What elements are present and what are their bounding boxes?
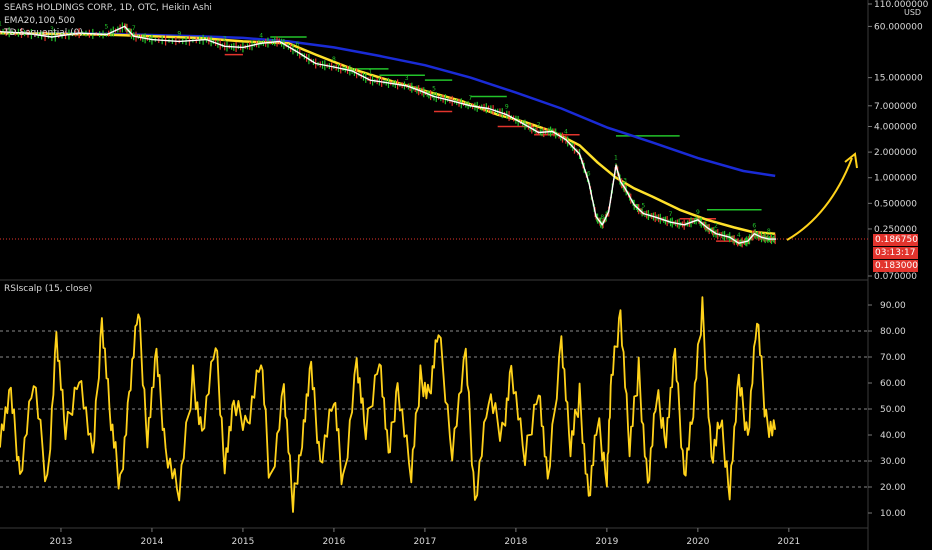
td-count-mark: 3 — [405, 75, 409, 82]
price-tick-label: 4.000000 — [874, 122, 917, 132]
td-count-mark: 8 — [332, 56, 336, 63]
price-tick-label: 1.000000 — [874, 174, 917, 184]
price-candles[interactable] — [0, 22, 777, 248]
last-price-tag: 0.186750 — [873, 234, 918, 246]
td-count-mark: 8 — [767, 228, 771, 235]
price-tick-label: 0.250000 — [874, 225, 917, 235]
time-tick-label: 2016 — [322, 537, 345, 547]
arrow-path — [786, 157, 853, 241]
td-count-mark: 2 — [223, 35, 227, 42]
ema-legend[interactable]: EMA20,100,500 — [4, 16, 76, 26]
td-count-mark: 1 — [368, 69, 372, 76]
price-unit-label: USD — [904, 8, 922, 17]
rsi-tick-label: 40.00 — [880, 431, 906, 441]
td-count-mark: 3 — [50, 26, 54, 33]
price-tick-label: 7.000000 — [874, 102, 917, 112]
td-count-mark: 9 — [505, 104, 509, 111]
price-tick-label: 110.000000 — [874, 0, 929, 10]
td-count-mark: 5 — [641, 202, 645, 209]
price-tick-label: 60.000000 — [874, 22, 923, 32]
rsi-line[interactable] — [0, 296, 777, 513]
rsi-axis-ticks: 90.00 80.00 70.00 60.00 50.00 40.00 30.00 20.00… — [868, 301, 906, 519]
td-count-mark: 2 — [714, 223, 718, 230]
td-count-mark: 3 — [623, 177, 627, 184]
td-count-mark: 4 — [737, 232, 741, 239]
time-tick-label: 2014 — [140, 537, 163, 547]
price-ema-short-line — [0, 25, 777, 244]
td-count-mark: 9 — [177, 30, 181, 37]
td-count-mark: 4 — [259, 32, 263, 39]
td-count-mark: 8 — [600, 214, 604, 221]
rsi-tick-label: 20.00 — [880, 483, 906, 493]
time-tick-label: 2018 — [504, 537, 527, 547]
time-tick-label: 2019 — [595, 537, 618, 547]
rsi-tick-label: 30.00 — [880, 457, 906, 467]
time-axis-ticks: 2013 2014 2015 2016 2017 2018 2019 2020 2021 — [50, 528, 800, 547]
rsi-legend[interactable]: RSIscalp (15, close) — [4, 284, 93, 294]
time-tick-label: 2015 — [231, 537, 254, 547]
price-tick-label: 0.070000 — [874, 272, 917, 282]
time-tick-label: 2020 — [686, 537, 709, 547]
td-count-mark: 6 — [752, 223, 756, 230]
rsi-tick-label: 10.00 — [880, 509, 906, 519]
rsi-tick-label: 90.00 — [880, 301, 906, 311]
td-count-mark: 9 — [696, 209, 700, 216]
price-tick-label: 0.500000 — [874, 199, 917, 209]
rsi-tick-label: 80.00 — [880, 327, 906, 337]
time-tick-label: 2021 — [777, 537, 800, 547]
td-count-mark: 7 — [669, 211, 673, 218]
td-count-mark: 7 — [468, 95, 472, 102]
price-axis-ticks: 110.000000 60.000000 15.000000 7.000000 4.00… — [868, 0, 929, 282]
ema-line-long — [0, 31, 776, 178]
rsi-tick-label: 50.00 — [880, 405, 906, 415]
td-count-mark: 1 — [0, 21, 2, 28]
td-count-mark: 1 — [614, 154, 618, 161]
td-count-mark: 6 — [587, 171, 591, 178]
rsi-series-line — [0, 296, 777, 513]
td-count-mark: 4 — [564, 129, 568, 136]
price-tick-label: 2.000000 — [874, 148, 917, 158]
arrow-head — [844, 152, 858, 169]
low-price-tag: 0.183000 — [873, 260, 918, 272]
td-sequential-marks: 1 3 5 7 9 2 4 6 8 1 3 5 7 9 2 4 6 8 1 3 5 7 9 2 4 6 8 — [0, 21, 771, 240]
time-tick-label: 2017 — [413, 537, 436, 547]
rsi-tick-label: 60.00 — [880, 379, 906, 389]
td-count-mark: 6 — [296, 41, 300, 48]
countdown-tag: 03:13:17 — [873, 247, 918, 259]
td-count-mark: 5 — [432, 86, 436, 93]
td-legend[interactable]: TD Sequential (0) — [4, 28, 83, 38]
chart-title: SEARS HOLDINGS CORP., 1D, OTC, Heikin As… — [4, 3, 212, 13]
td-count-mark: 2 — [537, 121, 541, 128]
time-tick-label: 2013 — [50, 537, 73, 547]
td-count-mark: 5 — [105, 24, 109, 31]
td-count-mark: 7 — [132, 25, 136, 32]
rsi-tick-label: 70.00 — [880, 353, 906, 363]
price-tick-label: 15.000000 — [874, 74, 923, 84]
